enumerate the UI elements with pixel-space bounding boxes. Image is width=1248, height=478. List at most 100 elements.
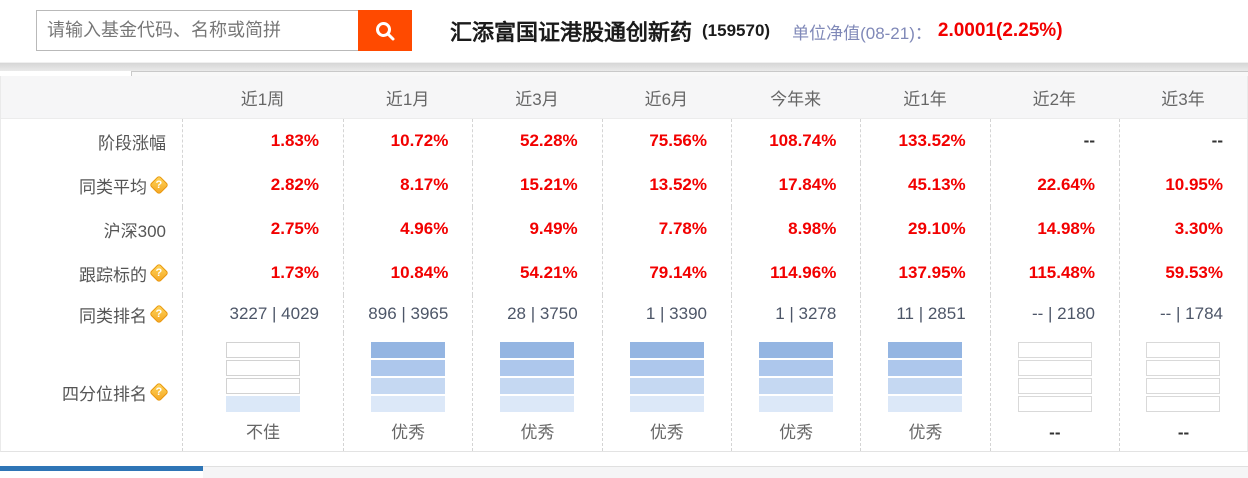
value-cell: 108.74% [730, 119, 860, 163]
column-header: 近2年 [1032, 89, 1077, 109]
column-header: 今年来 [770, 89, 822, 109]
row-label: 跟踪标的 [1, 251, 182, 295]
rank-cell: -- | 1784 [1118, 295, 1247, 333]
help-icon[interactable] [149, 382, 169, 402]
fund-name: 汇添富国证港股通创新药 [450, 20, 693, 45]
row-label: 同类平均 [1, 163, 182, 207]
quartile-stack [759, 342, 834, 412]
value-cell: 8.98% [730, 207, 860, 251]
performance-table: 近1周 近1月 近3月 近6月 今年来 近1年 近2年 近3年 阶段涨幅 1.8… [0, 76, 1248, 452]
row-label: 沪深300 [103, 221, 166, 241]
row-label: 同类排名 [1, 295, 182, 333]
column-header: 近1月 [385, 89, 430, 109]
table-row-category-rank: 同类排名 3227 | 4029 896 | 3965 28 | 3750 1 … [1, 295, 1247, 333]
column-header: 近3月 [515, 89, 559, 109]
table-header-row: 近1周 近1月 近3月 近6月 今年来 近1年 近2年 近3年 [1, 76, 1247, 119]
help-icon[interactable] [149, 175, 169, 195]
quartile-stack [1146, 342, 1221, 412]
rank-cell: 11 | 2851 [860, 295, 989, 333]
value-cell: 13.52% [601, 163, 731, 207]
quartile-stack [629, 342, 704, 412]
rank-cell: 1 | 3390 [601, 295, 731, 333]
column-header: 近1年 [903, 89, 947, 109]
value-cell: 1.73% [182, 251, 343, 295]
quartile-cell: 优秀 [343, 333, 472, 451]
fund-search [36, 10, 412, 51]
fund-header: 汇添富国证港股通创新药 (159570) 单位净值(08-21)： 2.0001… [450, 0, 1063, 62]
value-cell: 79.14% [601, 251, 731, 295]
value-cell: 15.21% [472, 163, 601, 207]
search-input[interactable] [36, 10, 358, 51]
quartile-caption: 优秀 [520, 423, 555, 442]
quartile-caption: 优秀 [908, 423, 943, 442]
value-cell: 10.84% [343, 251, 472, 295]
value-cell: 4.96% [343, 207, 472, 251]
row-label: 四分位排名 [1, 333, 182, 451]
quartile-cell: 优秀 [860, 333, 989, 451]
value-cell: 133.52% [860, 119, 989, 163]
value-cell: 59.53% [1118, 251, 1247, 295]
bottom-tab-strip [0, 466, 1248, 478]
quartile-cell: -- [1118, 333, 1247, 451]
value-cell: 10.72% [343, 119, 472, 163]
rank-cell: 896 | 3965 [343, 295, 472, 333]
value-cell: 14.98% [989, 207, 1119, 251]
value-cell: 54.21% [472, 251, 601, 295]
value-cell: 45.13% [860, 163, 989, 207]
nav-label: 单位净值(08-21)： [792, 23, 932, 43]
inactive-tab-segment [132, 71, 1248, 76]
value-cell: 114.96% [730, 251, 860, 295]
bottom-active-tab[interactable] [0, 466, 203, 478]
rank-cell: -- | 2180 [989, 295, 1119, 333]
bottom-inactive-area [203, 466, 1248, 478]
quartile-stack [888, 342, 963, 412]
quartile-cell: -- [989, 333, 1119, 451]
active-tab-segment[interactable] [0, 71, 132, 76]
table-row-category-average: 同类平均 2.82% 8.17% 15.21% 13.52% 17.84% 45… [1, 163, 1247, 207]
value-cell: 7.78% [601, 207, 731, 251]
value-cell: 115.48% [989, 251, 1119, 295]
value-cell: 137.95% [860, 251, 989, 295]
header-spacer [1, 76, 182, 118]
value-cell: 75.56% [601, 119, 731, 163]
help-icon[interactable] [149, 304, 169, 324]
column-header: 近3年 [1161, 89, 1205, 109]
quartile-cell: 优秀 [730, 333, 860, 451]
search-button[interactable] [358, 10, 412, 51]
table-row-tracking-target: 跟踪标的 1.73% 10.84% 54.21% 79.14% 114.96% … [1, 251, 1247, 295]
value-cell: 52.28% [472, 119, 601, 163]
quartile-caption: 优秀 [391, 423, 426, 442]
value-cell: 29.10% [860, 207, 989, 251]
quartile-caption: -- [1049, 423, 1061, 442]
quartile-stack [226, 342, 300, 412]
module-top-strip [0, 62, 1248, 76]
value-cell: 2.82% [182, 163, 343, 207]
fund-code: (159570) [702, 21, 771, 40]
rank-cell: 28 | 3750 [472, 295, 601, 333]
table-row-quartile-rank: 四分位排名 不佳 优秀 优秀 优秀 优秀 优秀 -- [1, 333, 1247, 451]
quartile-caption: 不佳 [246, 423, 280, 442]
help-icon[interactable] [149, 263, 169, 283]
quartile-cell: 不佳 [182, 333, 343, 451]
value-cell: 17.84% [730, 163, 860, 207]
value-cell: 1.83% [182, 119, 343, 163]
value-cell: 3.30% [1118, 207, 1247, 251]
quartile-stack [1017, 342, 1092, 412]
module-tab-row [0, 71, 1248, 76]
rank-cell: 3227 | 4029 [182, 295, 343, 333]
value-cell: 10.95% [1118, 163, 1247, 207]
table-row-hs300: 沪深300 2.75% 4.96% 9.49% 7.78% 8.98% 29.1… [1, 207, 1247, 251]
quartile-stack [371, 342, 446, 412]
quartile-caption: 优秀 [649, 423, 684, 442]
value-cell: 2.75% [182, 207, 343, 251]
quartile-stack [500, 342, 575, 412]
value-cell: -- [1118, 119, 1247, 163]
value-cell: -- [989, 119, 1119, 163]
search-icon [373, 19, 397, 43]
quartile-caption: 优秀 [779, 423, 814, 442]
value-cell: 22.64% [989, 163, 1119, 207]
quartile-caption: -- [1177, 423, 1190, 442]
rank-cell: 1 | 3278 [730, 295, 860, 333]
nav-value: 2.0001(2.25%) [937, 20, 1063, 41]
column-header: 近6月 [644, 89, 689, 109]
